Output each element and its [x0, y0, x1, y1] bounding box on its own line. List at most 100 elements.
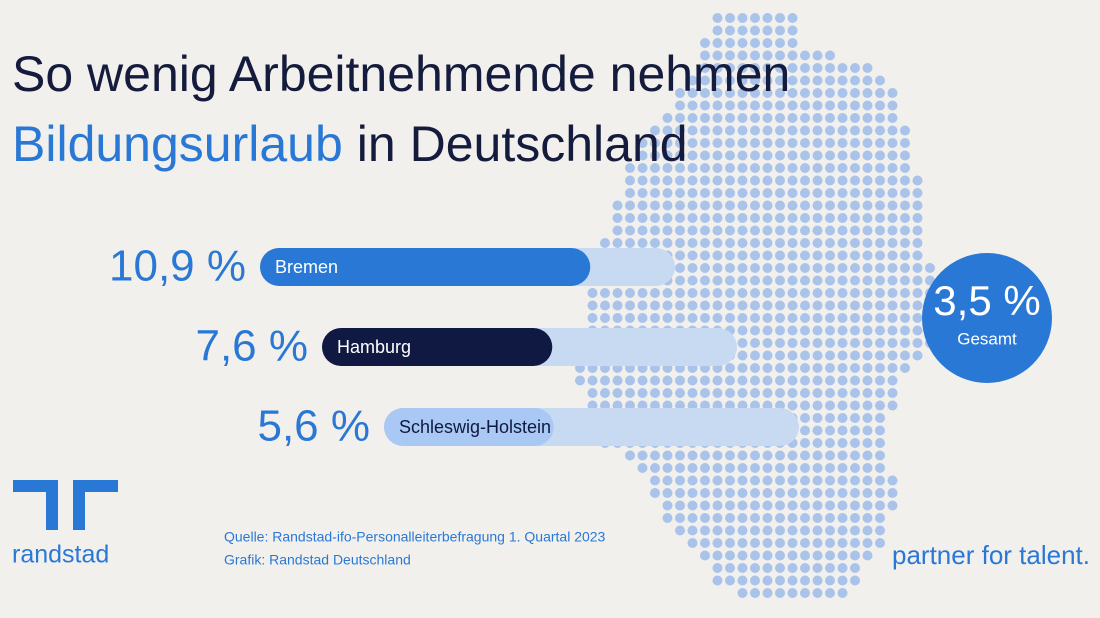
map-dot [725, 213, 735, 223]
map-dot [687, 288, 698, 298]
map-dot [875, 413, 885, 423]
map-dot [700, 63, 710, 73]
map-dot [800, 400, 810, 411]
map-dot [850, 450, 860, 461]
map-dot [687, 263, 698, 273]
map-dot [737, 275, 748, 286]
map-dot [800, 275, 810, 286]
map-dot [662, 313, 673, 323]
map-dot [762, 25, 773, 36]
map-dot [700, 113, 710, 123]
map-dot [675, 463, 685, 473]
map-dot [762, 588, 773, 598]
map-dot [712, 163, 723, 173]
map-dot [837, 563, 848, 573]
map-dot [900, 188, 910, 198]
map-dot [775, 450, 785, 461]
map-dot [637, 388, 648, 398]
map-dot [837, 275, 848, 286]
map-dot [775, 575, 785, 586]
map-dot [887, 338, 898, 348]
map-dot [850, 525, 860, 536]
map-dot [712, 300, 723, 311]
map-dot [850, 150, 860, 161]
map-dot [775, 313, 785, 323]
map-dot [825, 275, 835, 286]
map-dot [675, 513, 685, 523]
map-dot [675, 238, 685, 248]
map-dot [662, 488, 673, 498]
map-dot [725, 175, 735, 186]
map-dot [787, 250, 798, 261]
map-dot [625, 175, 635, 186]
map-dot [775, 63, 785, 73]
map-dot [825, 425, 835, 436]
map-dot [825, 513, 835, 523]
map-dot [787, 325, 798, 336]
map-dot [750, 363, 760, 373]
map-dot [800, 463, 810, 473]
map-dot [812, 488, 823, 498]
map-dot [800, 250, 810, 261]
map-dot [737, 463, 748, 473]
map-dot [687, 200, 698, 211]
map-dot [737, 150, 748, 161]
map-dot [637, 288, 648, 298]
map-dot [762, 163, 773, 173]
map-dot [825, 438, 835, 448]
map-dot [825, 300, 835, 311]
source-line: Grafik: Randstad Deutschland [224, 552, 411, 568]
map-dot [800, 113, 810, 123]
map-dot [900, 125, 910, 136]
map-dot [887, 300, 898, 311]
map-dot [687, 538, 698, 548]
map-dot [850, 375, 860, 386]
map-dot [775, 275, 785, 286]
map-dot [875, 113, 885, 123]
map-dot [837, 488, 848, 498]
map-dot [725, 525, 735, 536]
map-dot [725, 125, 735, 136]
map-dot [862, 163, 873, 173]
map-dot [825, 88, 835, 98]
map-dot [825, 463, 835, 473]
map-dot [737, 300, 748, 311]
map-dot [650, 138, 660, 148]
map-dot [662, 463, 673, 473]
map-dot [887, 350, 898, 361]
map-dot [650, 213, 660, 223]
map-dot [625, 375, 635, 386]
map-dot [775, 250, 785, 261]
map-dot [787, 313, 798, 323]
map-dot [662, 113, 673, 123]
map-dot [887, 150, 898, 161]
map-dot [912, 288, 923, 298]
map-dot [825, 575, 835, 586]
map-dot [700, 488, 710, 498]
map-dot [762, 13, 773, 23]
map-dot [812, 363, 823, 373]
map-dot [737, 388, 748, 398]
map-dot [850, 325, 860, 336]
map-dot [787, 275, 798, 286]
map-dot [875, 125, 885, 136]
map-dot [650, 225, 660, 236]
map-dot [750, 38, 760, 48]
map-dot [737, 125, 748, 136]
map-dot [825, 363, 835, 373]
map-dot [612, 200, 623, 211]
map-dot [700, 388, 710, 398]
map-dot [850, 500, 860, 511]
map-dot [887, 138, 898, 148]
map-dot [887, 388, 898, 398]
map-dot [712, 563, 723, 573]
map-dot [887, 188, 898, 198]
map-dot [687, 375, 698, 386]
map-dot [762, 500, 773, 511]
map-dot [687, 488, 698, 498]
map-dot [812, 50, 823, 61]
map-dot [750, 263, 760, 273]
map-dot [837, 200, 848, 211]
map-dot [675, 500, 685, 511]
map-dot [737, 475, 748, 486]
